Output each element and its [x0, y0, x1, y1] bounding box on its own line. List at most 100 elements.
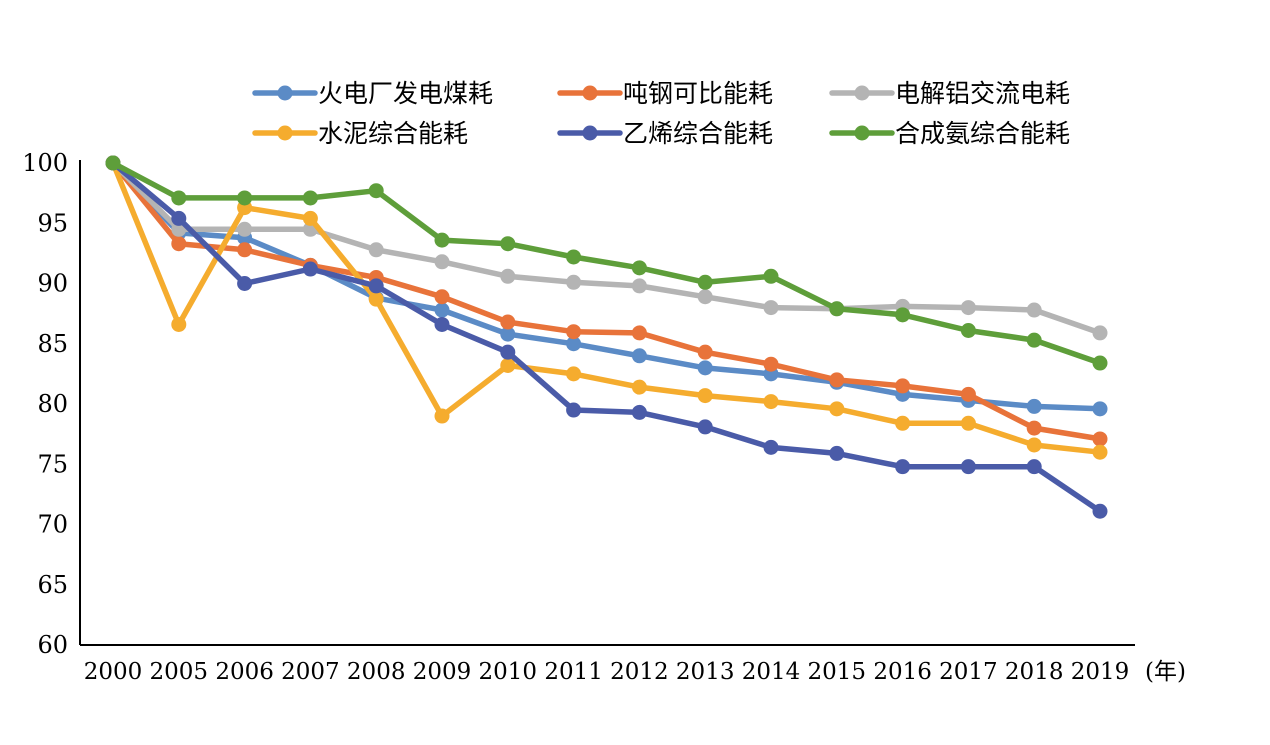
data-point: [697, 274, 713, 290]
y-tick-label: 85: [37, 330, 68, 358]
data-point: [1026, 398, 1042, 414]
data-point: [960, 322, 976, 338]
data-point: [566, 249, 582, 265]
data-point: [171, 190, 187, 206]
x-tick-label: 2014: [742, 659, 801, 685]
y-tick-label: 70: [37, 511, 68, 539]
x-tick-label: 2010: [479, 659, 538, 685]
data-point: [895, 307, 911, 323]
data-point: [237, 221, 253, 237]
x-tick-label: 2011: [544, 659, 603, 685]
data-point: [829, 445, 845, 461]
data-point: [105, 155, 121, 171]
y-tick-label: 80: [37, 390, 68, 418]
series-line: [110, 160, 1103, 366]
data-point: [697, 419, 713, 435]
data-point: [960, 386, 976, 402]
data-point: [500, 357, 516, 373]
data-point: [368, 242, 384, 258]
legend-label: 吨钢可比能耗: [623, 79, 773, 108]
data-point: [500, 236, 516, 252]
x-tick-label: 2017: [939, 659, 998, 685]
data-point: [1026, 420, 1042, 436]
legend-label: 乙烯综合能耗: [623, 119, 773, 148]
data-point: [1026, 332, 1042, 348]
y-tick-label: 100: [22, 149, 68, 177]
data-point: [368, 183, 384, 199]
x-tick-label: 2019: [1071, 659, 1130, 685]
legend-item: 吨钢可比能耗: [557, 79, 773, 108]
data-point: [895, 378, 911, 394]
data-point: [434, 302, 450, 318]
data-point: [1026, 302, 1042, 318]
x-tick-label: 2016: [873, 659, 932, 685]
data-point: [171, 236, 187, 252]
series-line: [110, 160, 1103, 442]
legend-swatch-marker: [277, 125, 293, 141]
data-point: [829, 372, 845, 388]
data-point: [960, 300, 976, 316]
data-point: [631, 348, 647, 364]
legend-item: 电解铝交流电耗: [829, 79, 1070, 108]
data-point: [434, 254, 450, 270]
data-point: [302, 190, 318, 206]
data-point: [566, 402, 582, 418]
data-point: [171, 210, 187, 226]
data-point: [829, 301, 845, 317]
x-tick-label: 2000: [84, 659, 143, 685]
data-point: [1092, 431, 1108, 447]
data-point: [763, 394, 779, 410]
data-point: [829, 401, 845, 417]
x-tick-label: 2015: [808, 659, 867, 685]
data-point: [500, 326, 516, 342]
series-line: [110, 160, 1103, 514]
data-point: [302, 210, 318, 226]
x-axis-label: (年): [1145, 659, 1186, 685]
y-tick-label: 95: [37, 209, 68, 237]
data-point: [171, 316, 187, 332]
series-line: [110, 160, 1103, 336]
x-tick-label: 2008: [347, 659, 406, 685]
series-line: [110, 160, 1103, 455]
data-point: [763, 356, 779, 372]
legend-item: 火电厂发电煤耗: [252, 79, 493, 108]
data-point: [1092, 401, 1108, 417]
data-point: [434, 232, 450, 248]
data-point: [1092, 503, 1108, 519]
legend-swatch-marker: [854, 85, 870, 101]
data-point: [566, 336, 582, 352]
data-point: [434, 408, 450, 424]
legend-label: 火电厂发电煤耗: [318, 79, 493, 108]
data-point: [697, 360, 713, 376]
data-point: [895, 459, 911, 475]
series-5: [105, 155, 1108, 519]
data-point: [631, 379, 647, 395]
data-point: [1092, 325, 1108, 341]
data-point: [566, 324, 582, 340]
data-point: [763, 300, 779, 316]
series-3: [105, 155, 1108, 341]
data-point: [1026, 459, 1042, 475]
x-tick-label: 2018: [1005, 659, 1064, 685]
data-point: [1092, 355, 1108, 371]
data-point: [237, 276, 253, 291]
data-point: [368, 278, 384, 294]
data-point: [237, 242, 253, 258]
data-point: [237, 190, 253, 206]
data-point: [697, 289, 713, 305]
data-point: [631, 278, 647, 294]
data-point: [434, 316, 450, 332]
legend-swatch-marker: [854, 125, 870, 141]
legend-swatch-marker: [277, 85, 293, 101]
legend-item: 乙烯综合能耗: [557, 119, 773, 148]
data-point: [960, 415, 976, 431]
data-point: [1026, 437, 1042, 453]
series-layer: [105, 155, 1108, 519]
y-tick-label: 65: [37, 571, 68, 599]
legend-label: 水泥综合能耗: [318, 119, 468, 148]
data-point: [566, 366, 582, 382]
x-tick-label: 2009: [413, 659, 472, 685]
data-point: [434, 289, 450, 305]
data-point: [895, 415, 911, 431]
